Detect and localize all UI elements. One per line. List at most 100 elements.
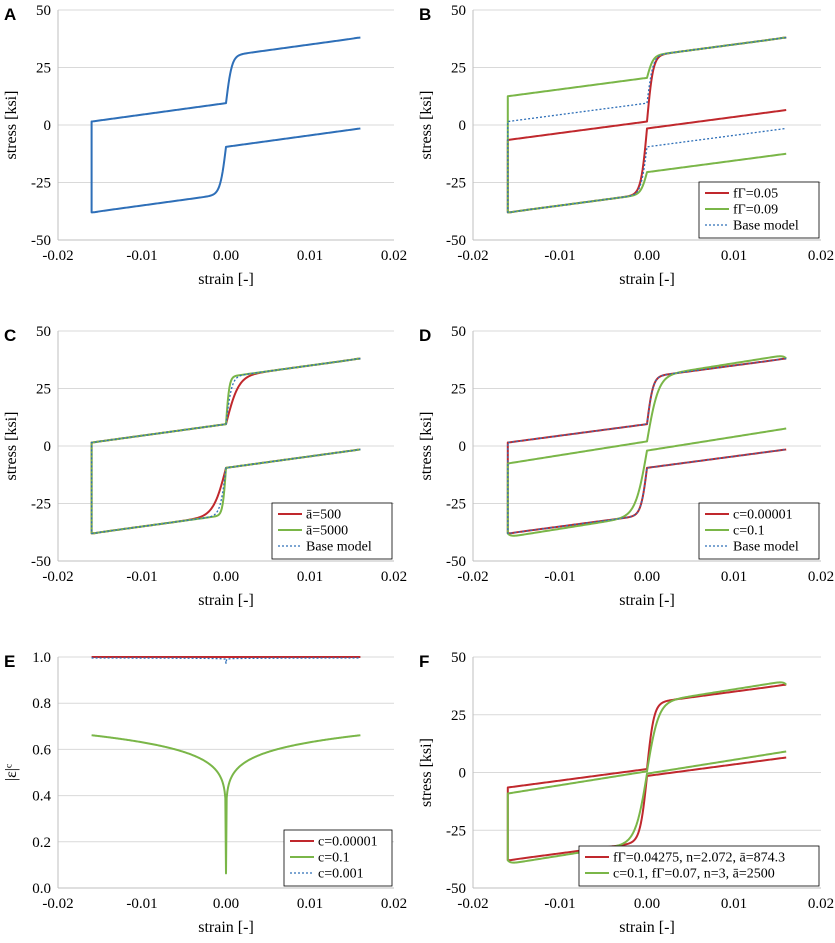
y-tick-label: 50	[451, 650, 466, 666]
x-tick-label: -0.01	[544, 896, 575, 912]
y-tick-label: 25	[451, 61, 466, 77]
y-axis-label: |ε|ᶜ	[3, 764, 20, 781]
panel-letter: F	[419, 652, 429, 671]
x-tick-label: 0.02	[381, 569, 407, 585]
x-tick-label: -0.01	[544, 569, 575, 585]
panel-a: -0.02 -0.01 0.00 0.01 0.02 -50 -25 0 25 50 strain …	[3, 3, 407, 288]
y-tick-label: -50	[446, 554, 466, 570]
y-axis-label: stress [ksi]	[418, 738, 435, 807]
x-tick-label: 0.02	[808, 248, 834, 264]
x-axis-label: strain [-]	[198, 592, 254, 609]
panel-c: -0.02 -0.01 0.00 0.01 0.02 -50 -25 0 25 50 strain …	[3, 324, 407, 609]
panel-letter: D	[419, 326, 431, 345]
legend-label: ā=500	[306, 508, 341, 523]
x-tick-label: 0.00	[213, 569, 239, 585]
x-tick-label: 0.02	[808, 569, 834, 585]
series-line	[507, 357, 787, 535]
y-tick-label: -50	[446, 881, 466, 897]
y-axis-label: stress [ksi]	[418, 91, 435, 160]
x-tick-label: -0.01	[544, 248, 575, 264]
series-line	[506, 681, 787, 864]
x-tick-label: -0.02	[457, 248, 488, 264]
x-axis-label: strain [-]	[619, 592, 675, 609]
y-tick-label: 0	[459, 118, 467, 134]
x-tick-label: -0.01	[126, 569, 157, 585]
legend: fΓ=0.04275, n=2.072, ā=874.3c=0.1, fΓ=0.…	[578, 845, 820, 887]
x-tick-label: -0.02	[42, 896, 73, 912]
x-tick-label: 0.02	[381, 248, 407, 264]
x-tick-label: -0.01	[126, 248, 157, 264]
y-tick-label: 50	[36, 3, 51, 19]
legend-label: c=0.1	[318, 851, 350, 866]
y-tick-label: 25	[451, 382, 466, 398]
y-tick-label: 1.0	[32, 650, 51, 666]
x-tick-label: 0.00	[213, 896, 239, 912]
x-tick-label: -0.02	[457, 896, 488, 912]
x-axis-label: strain [-]	[198, 919, 254, 936]
x-tick-label: 0.00	[634, 569, 660, 585]
x-tick-label: 0.00	[634, 896, 660, 912]
x-tick-label: 0.01	[721, 896, 747, 912]
y-tick-label: 0.4	[32, 789, 51, 805]
y-tick-label: 0	[459, 766, 467, 782]
x-tick-label: -0.01	[126, 896, 157, 912]
y-tick-label: -25	[31, 497, 51, 513]
x-tick-label: -0.02	[457, 569, 488, 585]
x-axis-label: strain [-]	[619, 919, 675, 936]
x-tick-label: -0.02	[42, 569, 73, 585]
y-tick-label: -25	[31, 176, 51, 192]
y-tick-label: -50	[31, 554, 51, 570]
panel-letter: A	[4, 5, 16, 24]
panel-e: -0.02 -0.01 0.00 0.01 0.02 0.0 0.2 0.4 0.6 0.8 1.0…	[3, 650, 407, 936]
x-tick-label: 0.02	[381, 896, 407, 912]
panel-letter: B	[419, 5, 431, 24]
series-line	[90, 357, 361, 535]
y-tick-label: 50	[451, 324, 466, 340]
legend-label: fΓ=0.09	[733, 203, 778, 218]
y-tick-label: -25	[446, 497, 466, 513]
y-tick-label: 0.6	[32, 742, 51, 758]
legend-label: c=0.00001	[318, 835, 378, 850]
y-tick-label: 25	[36, 61, 51, 77]
x-tick-label: 0.01	[721, 569, 747, 585]
y-tick-label: 0.2	[32, 835, 51, 851]
y-tick-label: 0.8	[32, 696, 51, 712]
series-line	[507, 36, 787, 214]
y-axis-label: stress [ksi]	[3, 412, 20, 481]
legend-label: c=0.1, fΓ=0.07, n=3, ā=2500	[613, 867, 775, 882]
panel-letter: C	[4, 326, 16, 345]
x-tick-label: -0.02	[42, 248, 73, 264]
legend-label: c=0.001	[318, 867, 364, 882]
y-tick-label: 0	[459, 439, 467, 455]
legend-label: ā=5000	[306, 524, 348, 539]
y-tick-label: 0	[44, 439, 52, 455]
y-tick-label: 25	[36, 382, 51, 398]
x-tick-label: 0.01	[721, 248, 747, 264]
series-line	[91, 734, 361, 875]
legend-label: c=0.1	[733, 524, 765, 539]
x-tick-label: 0.00	[213, 248, 239, 264]
panel-d: -0.02 -0.01 0.00 0.01 0.02 -50 -25 0 25 50 strain …	[418, 324, 834, 609]
series-line	[506, 355, 787, 537]
y-axis-label: stress [ksi]	[418, 412, 435, 481]
y-tick-label: -50	[31, 233, 51, 249]
legend-label: Base model	[733, 219, 799, 234]
series-line	[90, 36, 361, 214]
y-tick-label: 50	[451, 3, 466, 19]
legend-label: Base model	[733, 540, 799, 555]
x-tick-label: 0.01	[297, 248, 323, 264]
panel-letter: E	[4, 652, 15, 671]
series-line	[91, 657, 361, 664]
y-tick-label: 50	[36, 324, 51, 340]
panel-b: -0.02 -0.01 0.00 0.01 0.02 -50 -25 0 25 50 strain …	[418, 3, 834, 288]
x-tick-label: 0.01	[297, 896, 323, 912]
legend-label: c=0.00001	[733, 508, 793, 523]
y-tick-label: -25	[446, 176, 466, 192]
y-tick-label: -25	[446, 823, 466, 839]
y-tick-label: -50	[446, 233, 466, 249]
